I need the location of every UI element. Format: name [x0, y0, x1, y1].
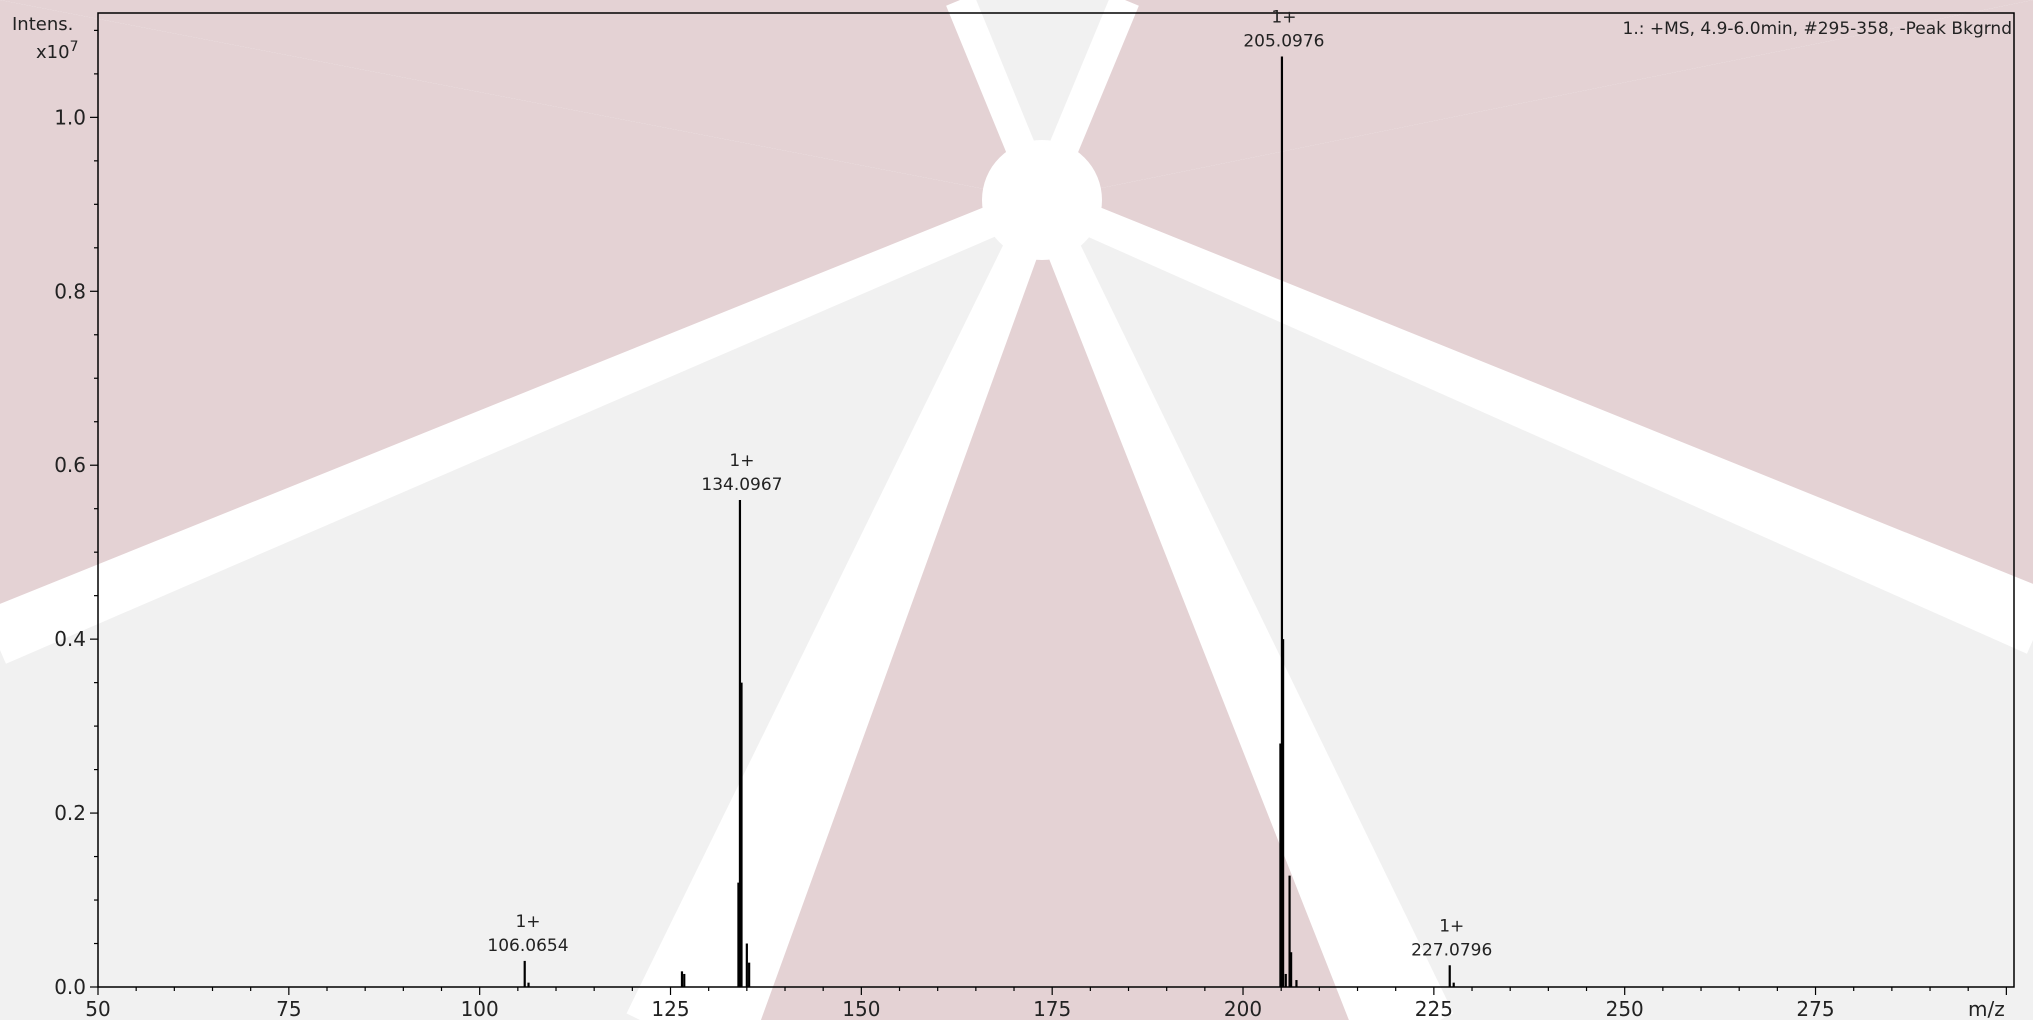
watermark-spoke — [1028, 193, 1454, 1025]
peak-mz-label: 205.0976 — [1243, 31, 1324, 51]
watermark-segment — [0, 200, 1042, 1020]
peak-annotations: 1+ 106.0654 1+ 134.0967 1+ 205.0976 1+ 227.0796 — [487, 7, 1492, 960]
watermark-spoke — [626, 193, 1056, 1025]
x-tick-label: 275 — [1796, 997, 1834, 1020]
peak-series — [523, 56, 1455, 987]
x-tick-label: 250 — [1606, 997, 1644, 1020]
x-axis-label: m/z — [1968, 997, 2005, 1020]
x-tick-label: 225 — [1415, 997, 1453, 1020]
x-tick-label: 100 — [461, 997, 499, 1020]
watermark-spoke — [0, 186, 1048, 664]
watermark-center — [982, 140, 1102, 260]
scan-info-text: 1.: +MS, 4.9-6.0min, #295-358, -Peak Bkg… — [1623, 19, 2012, 39]
watermark-segment — [0, 0, 1042, 200]
plot-frame — [97, 12, 2015, 988]
y-tick-label: 0.6 — [54, 453, 86, 477]
x-tick-label: 125 — [651, 997, 689, 1020]
y-tick-label: 1.0 — [54, 105, 86, 129]
peak-mz-label: 227.0796 — [1411, 940, 1492, 960]
peak-mz-label: 106.0654 — [487, 936, 568, 956]
y-tick-label: 0.4 — [54, 627, 86, 651]
y-axis-label: Intens. — [12, 14, 73, 35]
peak-charge-label: 1+ — [1439, 916, 1464, 936]
y-tick-label: 0.0 — [54, 975, 86, 999]
x-tick-label: 150 — [842, 997, 880, 1020]
y-axis-scale: x107 — [36, 39, 78, 63]
watermark-segment — [745, 200, 1365, 1020]
peak-charge-label: 1+ — [1271, 7, 1296, 27]
axes: 50 75 100 125 150 175 200 225 250 275 0.00.20.40.… — [54, 12, 2015, 1021]
watermark-spoke — [1035, 186, 2033, 654]
watermark-segment — [1042, 200, 2033, 1020]
peak-charge-label: 1+ — [515, 912, 540, 932]
peak-charge-label: 1+ — [729, 451, 754, 471]
x-tick-label: 50 — [85, 997, 110, 1020]
x-tick-label: 75 — [276, 997, 301, 1020]
watermark-spoke — [730, 194, 1057, 1025]
x-tick-label: 175 — [1033, 997, 1071, 1020]
peak-mz-label: 134.0967 — [701, 475, 782, 495]
watermark-segment — [960, 0, 1125, 200]
x-axis-ticks: 50 75 100 125 150 175 200 225 250 275 — [85, 987, 2007, 1021]
watermark-segment — [1042, 0, 2033, 600]
y-axis-ticks: 0.0 0.2 0.4 0.6 0.8 1.0 — [54, 29, 98, 999]
y-tick-label: 0.2 — [54, 801, 86, 825]
x-tick-label: 200 — [1224, 997, 1262, 1020]
y-tick-label: 0.8 — [54, 279, 86, 303]
